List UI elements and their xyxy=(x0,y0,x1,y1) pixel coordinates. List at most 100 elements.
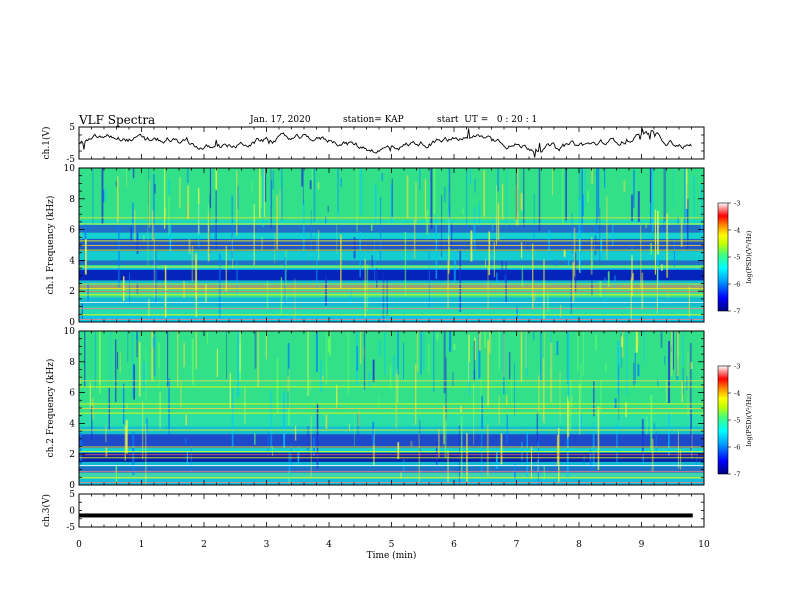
ch1-spectrogram-streak xyxy=(359,231,362,278)
ch1v-ytick-label: -5 xyxy=(66,155,75,165)
ch1-ytick-label: 6 xyxy=(69,226,75,236)
ch2-spectrogram-streak xyxy=(390,365,392,389)
ch2-spectrogram-band xyxy=(79,414,704,427)
ch2-spectrogram-streak xyxy=(125,420,128,454)
ch2-spectrogram-streak xyxy=(525,331,527,368)
ch1-spectrogram-streak xyxy=(225,245,227,292)
ch1-spectrogram-streak xyxy=(493,242,495,278)
ch1-spectrogram-streak xyxy=(261,237,263,250)
ch1-spectrogram-streak xyxy=(274,232,276,264)
ch2-spectrogram-streak xyxy=(99,331,102,395)
ch1-spectrogram-streak xyxy=(406,175,409,219)
ch2-spectrogram-streak xyxy=(153,331,156,377)
ch1-spectrogram-streak xyxy=(327,206,329,213)
ch1-spectrogram-streak xyxy=(693,176,695,223)
ch1-spectrogram-streak xyxy=(336,222,338,255)
ch1-spectrogram-streak xyxy=(578,197,581,264)
ch1-spectrogram-streak xyxy=(523,168,525,228)
ch2-spectrogram-streak xyxy=(583,455,586,466)
ch2-spectrogram-streak xyxy=(650,395,653,451)
ch1-spectrogram-streak xyxy=(168,196,170,235)
ch2-spectrogram-streak xyxy=(691,428,693,459)
ch1-spectrogram-streak xyxy=(215,168,218,191)
ch1-spectrogram-streak xyxy=(632,273,634,281)
ch1-spectrogram-streak xyxy=(591,260,593,268)
ch2-ytick-label: 10 xyxy=(64,327,76,337)
ch1-spectrogram-streak xyxy=(448,211,450,274)
ch2-spectrogram-streak xyxy=(452,372,454,386)
ch2-spectrogram-streak xyxy=(402,459,405,478)
ch1-spectrogram-streak xyxy=(386,277,388,316)
ch1-spectrogram-streak xyxy=(197,188,200,235)
ch2-spectrogram-streak xyxy=(372,359,375,382)
ch1-spectrogram-streak xyxy=(491,214,494,231)
colorbar-1-tick-label: -3 xyxy=(734,200,740,208)
ch2-spectrogram-streak xyxy=(641,419,644,459)
ch2-spectrogram-streak xyxy=(288,452,291,481)
ch1-spectrogram-streak xyxy=(474,179,476,193)
ch2-spectrogram-streak xyxy=(191,338,194,385)
ch1-spectrogram-streak xyxy=(433,168,436,215)
ch2-spectrogram-streak xyxy=(617,340,620,395)
ch1-spectrogram-line xyxy=(79,249,704,251)
ch1-spectrogram-streak xyxy=(424,179,427,219)
ch2-spectrogram-streak xyxy=(511,375,512,404)
ch1-spectrogram-streak xyxy=(209,168,212,208)
ch2-spectrogram-streak xyxy=(159,392,161,429)
ch1-spectrogram-streak xyxy=(164,207,166,219)
ch1-spectrogram-streak xyxy=(168,179,170,195)
ch1-spectrogram-streak xyxy=(631,194,634,222)
ch1-spectrogram-streak xyxy=(448,168,451,218)
ch1-spectrogram-streak xyxy=(485,259,486,268)
ch2-spectrogram-streak xyxy=(618,365,620,421)
ch1-waveform-group xyxy=(79,127,692,158)
ch2-spectrogram-streak xyxy=(168,378,170,435)
ch1-spectrogram-streak xyxy=(270,168,273,229)
ch1v-ytick-label: 5 xyxy=(69,123,75,133)
ch2-spectrogram-streak xyxy=(514,362,515,416)
ch1-spectrogram-streak xyxy=(404,231,407,297)
ch2-spectrogram-band xyxy=(79,466,704,473)
ch1-spectrogram-band xyxy=(79,297,704,307)
ch2-spectrogram-streak xyxy=(536,412,538,443)
ch2-spectrogram-streak xyxy=(642,450,644,467)
ch1-spectrogram-streak xyxy=(465,168,468,233)
ch2-spectrogram-streak xyxy=(237,331,240,398)
ch2-spectrogram-streak xyxy=(325,331,328,385)
ch2-spectrogram-streak xyxy=(589,449,592,472)
ch2-spectrogram-streak xyxy=(94,331,96,389)
ch1-spectrogram-streak xyxy=(350,290,352,305)
ch2-spectrogram-streak xyxy=(616,422,618,464)
colorbar-2-tick-label: -5 xyxy=(734,417,740,425)
ch2-spectrogram-streak xyxy=(91,406,93,440)
ch1-spectrogram-streak xyxy=(148,180,151,228)
ch1-spectrogram-streak xyxy=(317,182,320,190)
ch2-spectrogram-line xyxy=(79,380,704,382)
ch1-spectrogram-streak xyxy=(163,286,165,307)
ch2-spectrogram-line xyxy=(79,464,704,466)
ch1-spectrogram-streak xyxy=(382,272,385,322)
ch1-spectrogram-streak xyxy=(590,236,593,275)
x-axis-label: Time (min) xyxy=(367,550,417,561)
chart-title: VLF Spectra xyxy=(79,113,156,127)
ch2-spectrogram-streak xyxy=(558,427,560,484)
ch1-spectrogram-streak xyxy=(684,168,686,233)
ch2-spectrogram xyxy=(79,331,704,485)
ch2-spectrogram-streak xyxy=(473,340,475,381)
ch2-spectrogram-line xyxy=(79,446,704,448)
ch1-spectrogram-streak xyxy=(688,286,690,318)
ch1-spectrogram-streak xyxy=(623,180,626,193)
ch2-spectrogram-streak xyxy=(478,331,481,351)
ch1-spectrogram-streak xyxy=(521,265,524,288)
ch1-spectrogram-streak xyxy=(473,207,475,247)
ch1-spectrogram-band xyxy=(79,280,704,286)
ch2-spectrogram-streak xyxy=(435,441,438,465)
ch1-spectrogram-streak xyxy=(126,168,128,187)
ch1-spectrogram-streak xyxy=(645,222,647,229)
ch2-spectrogram-streak xyxy=(577,331,579,372)
ch2-spectrogram-streak xyxy=(679,449,682,470)
ch1-spectrogram-streak xyxy=(154,183,156,194)
ch2-spectrogram-streak xyxy=(542,358,545,424)
ch1-spectrogram-streak xyxy=(374,184,377,223)
ch1-spectrogram-streak xyxy=(474,209,476,255)
